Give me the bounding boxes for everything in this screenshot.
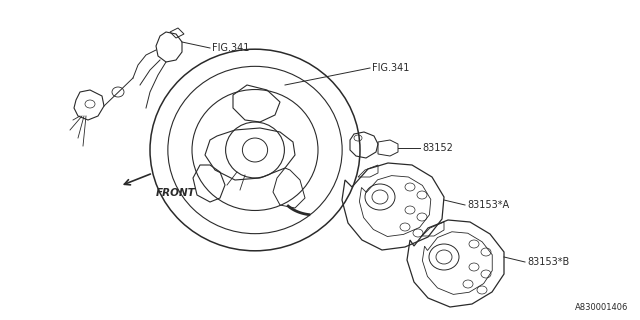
Text: 83153*B: 83153*B [527,257,569,267]
Text: A830001406: A830001406 [575,303,628,312]
Text: FRONT: FRONT [156,188,196,198]
Text: 83153*A: 83153*A [467,200,509,210]
Text: FIG.341: FIG.341 [212,43,250,53]
Text: 83152: 83152 [422,143,453,153]
Text: FIG.341: FIG.341 [372,63,410,73]
